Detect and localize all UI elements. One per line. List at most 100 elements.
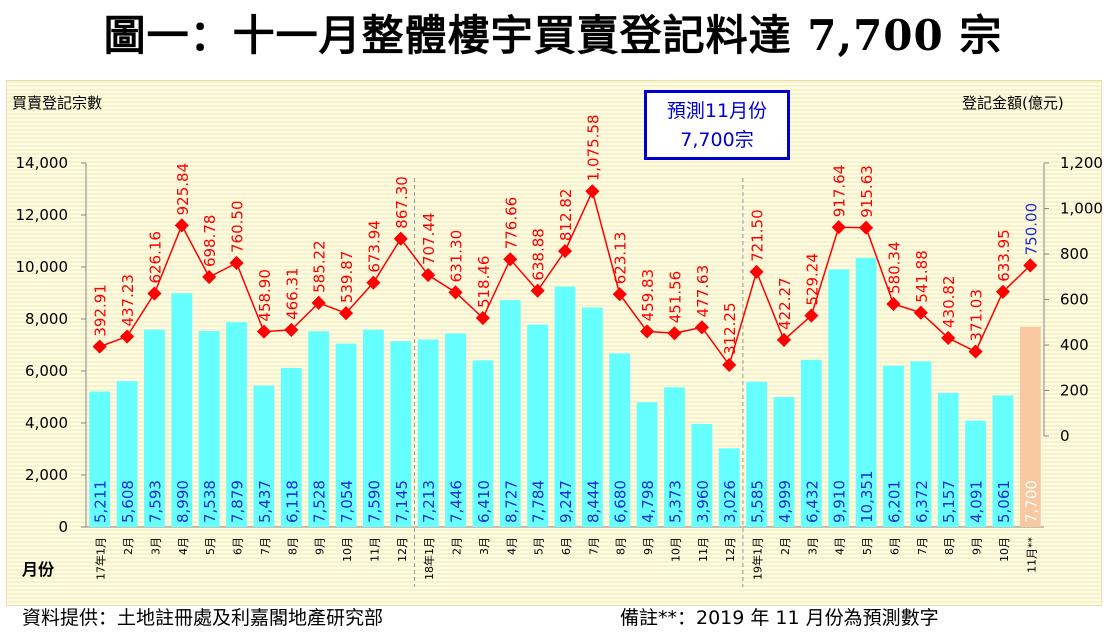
x-tick-label: 6月 (560, 537, 573, 555)
bar-value-label: 9,910 (831, 480, 849, 523)
line-value-label: 698.78 (201, 215, 219, 268)
line-value-label: 529.24 (803, 253, 821, 306)
bar-value-label: 7,879 (229, 480, 247, 523)
bar-value-label: 5,373 (666, 480, 684, 523)
line-value-label: 631.30 (448, 230, 466, 283)
x-tick-label: 17年1月 (94, 537, 108, 580)
bar-value-label: 7,593 (146, 480, 164, 523)
bar-value-label: 3,026 (721, 480, 739, 523)
line-value-label: 580.34 (885, 241, 903, 294)
line-value-label: 633.95 (995, 229, 1013, 282)
line-marker (1023, 258, 1038, 273)
bar-value-label: 5,157 (940, 480, 958, 523)
bar (636, 402, 658, 527)
line-value-label: 541.88 (913, 250, 931, 303)
line-marker (722, 357, 737, 373)
right-tick-label: 1,000 (1060, 200, 1103, 218)
line-marker (804, 308, 819, 323)
x-tick-label: 4月 (834, 537, 847, 555)
bar (198, 331, 220, 527)
bar (992, 395, 1014, 527)
line-value-label: 585.22 (311, 240, 329, 293)
line-marker (147, 286, 162, 301)
bar (362, 329, 384, 527)
line-marker (776, 332, 792, 348)
bar (746, 381, 768, 527)
line-marker (475, 310, 490, 326)
bar-value-label: 7,446 (448, 480, 466, 523)
bar (390, 341, 412, 527)
x-tick-label: 9月 (971, 537, 984, 555)
x-tick-label: 6月 (232, 537, 245, 555)
line-value-label: 422.27 (776, 277, 794, 330)
right-tick-label: 400 (1060, 336, 1089, 354)
bar-value-label: 5,437 (256, 480, 274, 523)
line-marker (174, 218, 189, 233)
line-value-label: 776.66 (502, 197, 520, 250)
bar (554, 286, 576, 527)
right-tick-label: 800 (1060, 245, 1089, 263)
line-value-label: 437.23 (119, 274, 137, 327)
bar-value-label: 7,054 (338, 480, 356, 523)
bar (855, 257, 877, 527)
x-tick-label: 8月 (286, 537, 299, 555)
right-tick-label: 200 (1060, 382, 1089, 400)
line-value-label: 673.94 (365, 220, 383, 273)
line-marker (229, 255, 244, 271)
bar (609, 353, 631, 527)
line-marker (338, 306, 354, 321)
bar (773, 397, 795, 527)
bar (499, 300, 521, 527)
line-value-label: 760.50 (229, 200, 247, 253)
line-value-label: 392.91 (92, 284, 110, 337)
right-axis-label: 登記金額(億元) (962, 94, 1064, 112)
bar-value-label: 8,990 (174, 480, 192, 523)
x-tick-label: 19年1月 (751, 537, 765, 580)
line-value-label: 518.46 (475, 256, 493, 309)
x-tick-label: 5月 (533, 537, 546, 555)
x-tick-label: 9月 (642, 537, 655, 555)
bar (253, 385, 275, 527)
bar-value-label: 5,585 (749, 480, 767, 523)
x-tick-label: 8月 (943, 537, 956, 555)
x-tick-label: 18年1月 (422, 537, 436, 580)
bar (527, 324, 549, 527)
bar (116, 381, 138, 527)
forecast-line1: 預測11月份 (666, 100, 768, 122)
forecast-box: 預測11月份 7,700宗 (644, 90, 790, 160)
line-marker (640, 324, 655, 339)
bar (171, 293, 193, 527)
line-marker (311, 295, 326, 310)
bar (910, 361, 932, 527)
line-marker (448, 285, 463, 300)
bar (828, 269, 850, 527)
x-tick-label: 10月 (669, 537, 682, 562)
left-tick-label: 14,000 (16, 154, 69, 172)
x-tick-label: 11月 (697, 537, 710, 562)
bar-value-label: 6,372 (913, 480, 931, 523)
line-marker (557, 244, 573, 259)
x-tick-label: 7月 (916, 537, 929, 555)
left-tick-label: 0 (58, 518, 68, 536)
line-marker (694, 320, 709, 335)
line-value-label: 626.16 (146, 231, 164, 284)
bar-value-label: 8,444 (584, 480, 602, 523)
bar (965, 420, 986, 527)
x-tick-label: 2月 (451, 537, 464, 555)
bar (226, 322, 247, 527)
left-tick-label: 10,000 (16, 258, 69, 276)
line-marker (366, 275, 381, 290)
bar-value-label: 7,538 (201, 480, 219, 523)
left-axis-label: 買賣登記宗數 (12, 94, 103, 112)
line-value-label: 638.88 (530, 228, 548, 281)
bar-value-label: 5,061 (995, 480, 1013, 523)
bar-value-label: 7,700 (1022, 480, 1040, 523)
left-tick-label: 8,000 (25, 310, 68, 328)
line-value-label: 750.00 (1022, 203, 1040, 256)
bar-value-label: 5,608 (119, 480, 137, 523)
bar-value-label: 7,590 (365, 480, 383, 523)
x-tick-label: 2月 (122, 537, 135, 555)
line-value-label: 1,075.58 (584, 115, 602, 182)
bar-value-label: 7,528 (311, 480, 329, 523)
